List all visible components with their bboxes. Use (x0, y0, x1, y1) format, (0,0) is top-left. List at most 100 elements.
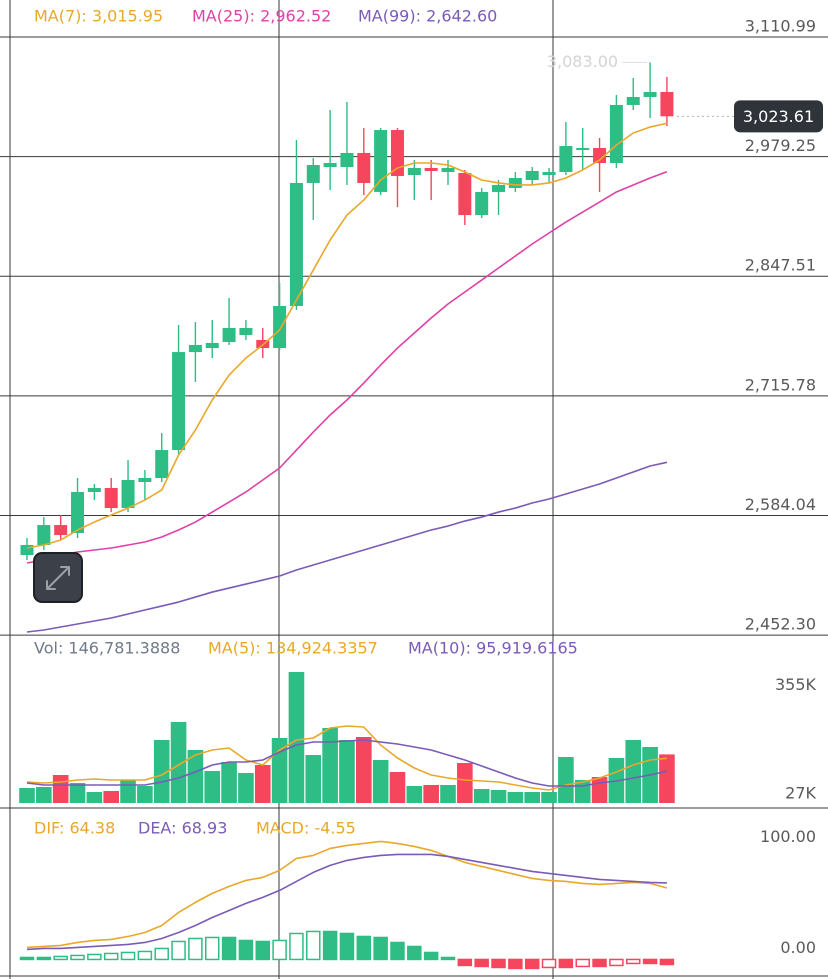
candle-body (508, 177, 522, 188)
macd-bar (390, 941, 405, 961)
candle-body (626, 96, 640, 105)
legend-entry: DIF: 64.38 (34, 819, 115, 838)
macd-bar (474, 958, 489, 968)
candle-body (374, 130, 388, 192)
y-tick-label: 2,979.25 (745, 136, 816, 155)
ma-line (26, 840, 668, 949)
candle-body (138, 478, 152, 482)
macd-bar (204, 936, 220, 961)
macd-bar (558, 958, 574, 969)
macd-bar (440, 956, 456, 961)
macd-bar (19, 956, 35, 961)
volume-bar (187, 749, 204, 803)
legend-entry: MA(5): 134,924.3357 (208, 639, 378, 658)
volume-bar (625, 739, 642, 803)
candle-body (357, 153, 371, 183)
candle-body (205, 342, 219, 349)
ma-line (26, 171, 668, 564)
candle-body (87, 487, 101, 492)
candle-body (323, 162, 337, 167)
macd-bar (407, 945, 422, 961)
volume-bar (322, 727, 338, 803)
candle-body (458, 172, 472, 216)
candle-body (542, 171, 556, 175)
candle-body (609, 104, 623, 163)
macd-bar (238, 939, 254, 961)
legend-entry: Vol: 146,781.3888 (34, 639, 180, 658)
volume-bar (406, 785, 423, 803)
macd-bar (592, 958, 607, 968)
volume-bar (69, 782, 86, 803)
candle-body (492, 184, 506, 192)
candle-body (424, 167, 438, 171)
volume-bar (372, 759, 389, 803)
volume-bar (389, 771, 406, 803)
volume-bar (52, 774, 69, 803)
volume-bar (153, 739, 170, 803)
macd-bar (457, 958, 473, 967)
macd-bar (255, 940, 271, 961)
volume-bar (120, 779, 136, 803)
macd-bar (70, 954, 85, 961)
volume-bar (591, 776, 608, 803)
volume-bar (558, 756, 574, 803)
volume-bar (137, 785, 153, 803)
volume-bar (36, 786, 52, 803)
volume-bar (659, 754, 675, 803)
candle-body (643, 91, 657, 97)
macd-bar (36, 956, 52, 961)
legend-entry: MA(7): 3,015.95 (34, 7, 163, 26)
candle-body (289, 182, 303, 307)
y-tick-label: 100.00 (760, 827, 816, 846)
legend-entry: MA(25): 2,962.52 (192, 7, 331, 26)
volume-bar (238, 772, 254, 803)
volume-bar (440, 784, 456, 803)
candle-body (54, 525, 68, 536)
candle-body (525, 170, 539, 180)
candle-body (441, 167, 455, 172)
volume-bar (473, 789, 490, 803)
candle-body (20, 545, 34, 556)
candle-body (104, 487, 118, 509)
macd-bar (524, 958, 540, 970)
y-tick-label: 2,715.78 (745, 375, 816, 394)
y-tick-label: 0.00 (780, 938, 816, 957)
volume-bar (457, 762, 473, 803)
candle-body (172, 352, 186, 451)
candle-body (340, 153, 354, 167)
macd-bar (289, 932, 304, 961)
macd-bar (575, 958, 590, 968)
macd-bar (221, 936, 237, 961)
macd-bar (491, 958, 506, 969)
candle-body (71, 491, 85, 534)
legend-entry: MA(10): 95,919.6165 (408, 639, 578, 658)
macd-bar (272, 939, 287, 961)
volume-bar (19, 787, 35, 803)
volume-bar (305, 754, 322, 803)
volume-bar (524, 791, 540, 803)
price-box-label: 3,023.61 (743, 107, 814, 126)
plot-layer: 3,110.99 2,979.25 2,847.51 2,715.78 2,584.04… (0, 7, 828, 970)
candle-body (222, 327, 236, 342)
macd-bar (103, 952, 119, 961)
volume-bar (170, 721, 187, 803)
volume-bar (103, 791, 119, 803)
macd-bar (508, 958, 523, 970)
macd-bar (306, 930, 321, 961)
macd-bar (87, 953, 102, 961)
y-tick-label: 2,452.30 (745, 615, 816, 634)
ma-line (26, 122, 668, 549)
expand-icon[interactable] (46, 566, 70, 590)
macd-bar (154, 947, 169, 961)
candle-body (121, 480, 135, 509)
candle-body (239, 327, 253, 335)
y-tick-label: 27K (785, 784, 816, 803)
ma-line (26, 853, 667, 951)
volume-bar (423, 784, 439, 803)
expand-button[interactable] (33, 552, 83, 603)
candle-body (37, 525, 51, 546)
y-tick-label: 355K (775, 675, 817, 694)
macd-bar (120, 951, 136, 961)
